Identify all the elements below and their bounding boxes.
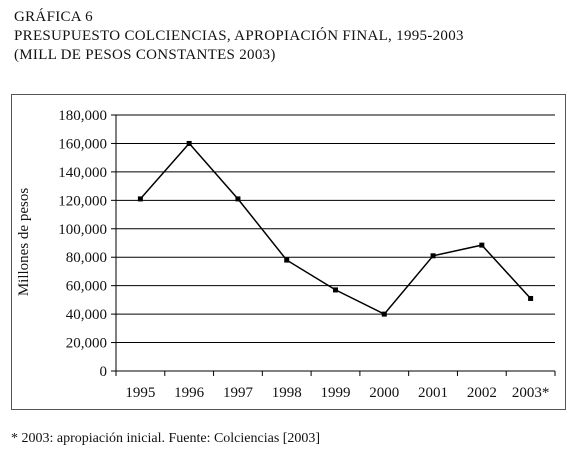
x-tick-label: 2002 [467,385,497,401]
y-tick-label: 160,000 [58,136,107,152]
y-tick-label: 20,000 [66,336,107,352]
x-tick-label: 1996 [174,385,205,401]
y-tick-label: 40,000 [66,307,107,323]
axes [115,115,555,372]
data-point [430,253,436,259]
y-tick-label: 140,000 [58,165,107,181]
x-tick-label: 1998 [272,385,302,401]
data-point [284,257,290,263]
x-axis-ticks: 1995 1996 1997 1998 1999 2000 2001 2002 2003* [115,371,556,401]
y-tick-label: 180,000 [58,108,107,124]
footnote: * 2003: apropiación inicial. Fuente: Col… [11,431,321,446]
chart-title: PRESUPUESTO COLCIENCIAS, APROPIACIÓN FIN… [14,28,464,44]
data-point [528,295,534,301]
y-tick-label: 0 [100,364,108,380]
y-axis-label: Millones de pesos [16,188,32,296]
chart-frame [11,94,566,410]
x-tick-label: 2001 [418,385,448,401]
data-point [186,140,192,146]
figure-number: GRÁFICA 6 [14,9,93,25]
data-point [333,287,338,293]
chart-heading: GRÁFICA 6 PRESUPUESTO COLCIENCIAS, APROP… [14,8,464,65]
data-point [137,196,143,202]
gridlines [116,114,555,344]
data-point [235,196,241,202]
x-tick-label: 2000 [369,385,399,401]
x-tick-label: 1997 [223,385,254,401]
chart-subtitle: (MILL DE PESOS CONSTANTES 2003) [14,47,276,63]
x-tick-label: 1995 [125,385,155,401]
y-tick-label: 100,000 [58,222,107,238]
y-axis-ticks: 0 20,000 40,000 60,000 80,000 100,000 120,000 1… [58,108,116,380]
y-tick-label: 120,000 [58,193,107,209]
x-tick-label: 1999 [321,385,351,401]
data-points [137,140,534,317]
y-tick-label: 80,000 [66,250,107,266]
data-point [479,242,485,248]
data-point [381,311,387,317]
y-tick-label: 60,000 [66,279,107,295]
x-tick-label: 2003* [512,385,550,401]
